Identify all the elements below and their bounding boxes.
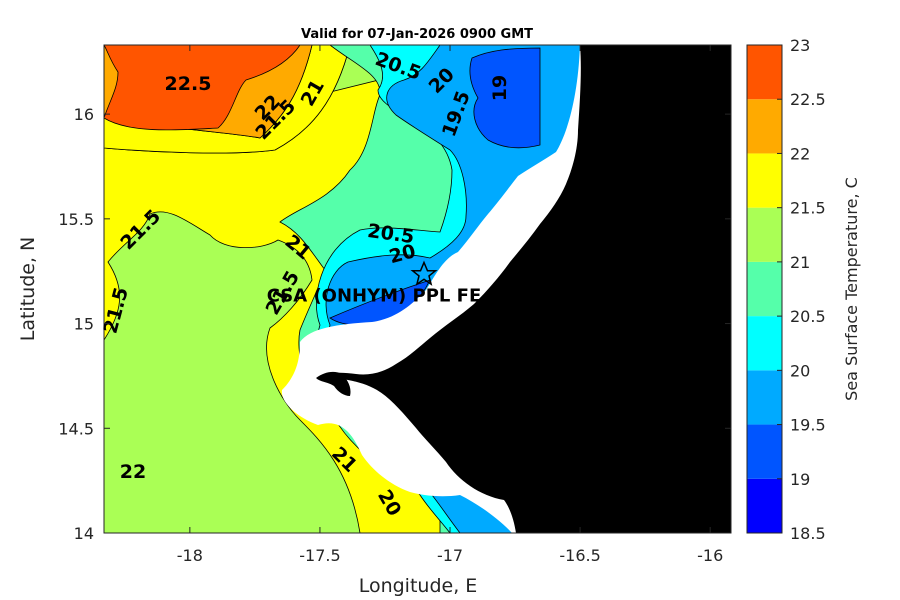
colorbar-band: [747, 261, 782, 317]
sst-field: [104, 45, 731, 533]
colorbar-tick-label: 20: [790, 361, 810, 380]
colorbar-band: [747, 207, 782, 262]
colorbar-tick-label: 21.5: [790, 199, 826, 218]
colorbar-tick-label: 19.5: [790, 416, 826, 435]
x-axis: -18 -17.5 -17 -16.5 -16: [177, 45, 723, 565]
y-axis: 16 15.5 15 14.5 14: [58, 105, 731, 543]
star-icon: [410, 260, 438, 286]
x-tick-label: -16: [697, 546, 723, 565]
colorbar-band: [747, 316, 782, 371]
colorbar-tick-label: 18.5: [790, 524, 826, 543]
colorbar-band: [747, 99, 782, 154]
y-tick-label: 14.5: [58, 419, 94, 438]
colorbar-tick-label: 23: [790, 36, 810, 55]
x-tick-label: -18: [177, 546, 203, 565]
y-tick-label: 15: [74, 315, 94, 334]
colorbar-frame: [746, 44, 783, 534]
plot-frame: [103, 44, 732, 534]
map-title: Valid for 07-Jan-2026 0900 GMT: [301, 27, 533, 42]
colorbar-band: [747, 153, 782, 208]
y-tick-label: 16: [74, 105, 94, 124]
x-tick-label: -16.5: [559, 546, 600, 565]
x-tick-label: -17.5: [299, 546, 340, 565]
colorbar-band: [747, 370, 782, 425]
colorbar-band: [747, 45, 782, 100]
colorbar-tick-label: 22.5: [790, 90, 826, 109]
site-marker: CSA (ONHYM) PPL FE: [267, 260, 482, 306]
contour-label: 22.5: [165, 73, 212, 95]
colorbar-tick-label: 19: [790, 470, 810, 489]
colorbar-tick-label: 20.5: [790, 307, 826, 326]
contour-label: 22: [120, 461, 146, 483]
peninsula-tip: [316, 371, 351, 396]
y-tick-label: 14: [74, 524, 94, 543]
y-axis-label: Latitude, N: [17, 237, 39, 342]
contour-labels: 22.5 22 21.5 21 20.5 20 19.5 19 21.5 21.…: [100, 48, 511, 520]
y-tick-label: 15.5: [58, 210, 94, 229]
colorbar: 23 22.5 22 21.5 21 20.5 20 19.5 19 18.5: [746, 36, 826, 543]
colorbar-label: Sea Surface Temperature, C: [842, 177, 861, 401]
x-tick-label: -17: [437, 546, 463, 565]
land: [318, 45, 731, 533]
x-axis-label: Longitude, E: [359, 575, 478, 597]
site-label: CSA (ONHYM) PPL FE: [267, 285, 482, 306]
band-22-5-north: [104, 45, 301, 131]
contour-label: 19: [489, 75, 511, 101]
colorbar-tick-label: 21: [790, 253, 810, 272]
colorbar-band: [747, 424, 782, 479]
colorbar-band: [747, 478, 782, 533]
colorbar-tick-label: 22: [790, 144, 810, 163]
